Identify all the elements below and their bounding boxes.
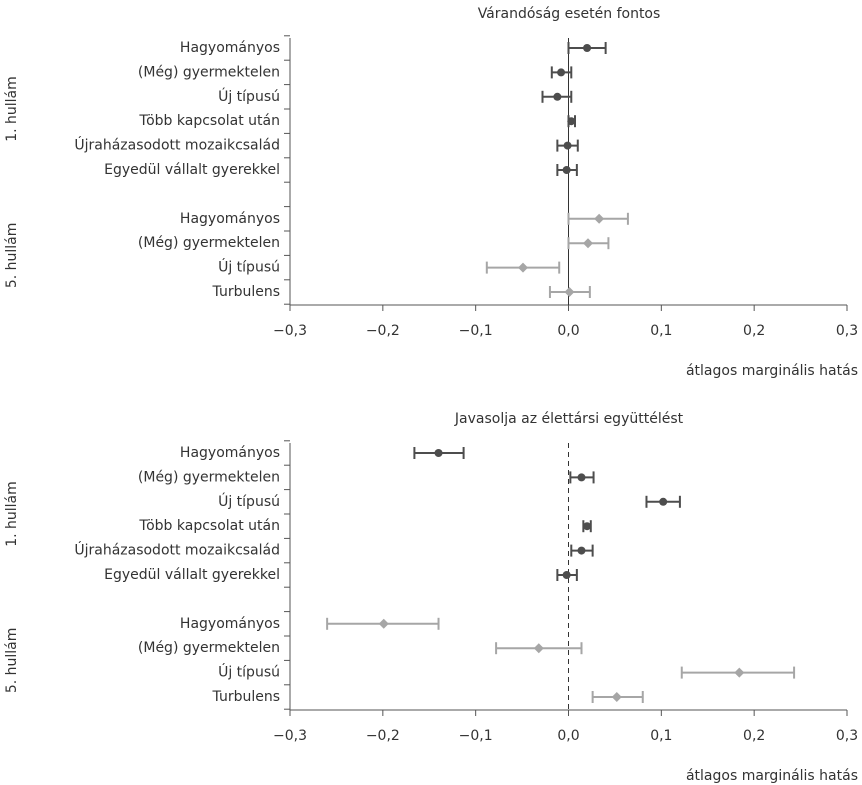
- category-label: (Még) gyermektelen: [138, 640, 280, 656]
- point: [594, 213, 605, 224]
- category-label: Több kapcsolat után: [138, 518, 280, 534]
- x-tick-label: −0,2: [366, 728, 400, 744]
- category-label: Hagyományos: [180, 211, 280, 227]
- point: [564, 287, 575, 297]
- x-tick-label: 0,1: [650, 728, 672, 744]
- chart-title: Várandóság esetén fontos: [478, 6, 661, 22]
- x-axis-label: átlagos marginális hatás: [686, 363, 858, 379]
- point: [562, 571, 571, 579]
- point: [577, 546, 586, 555]
- point: [583, 44, 592, 52]
- point: [557, 68, 566, 77]
- x-tick-label: 0,2: [743, 728, 765, 744]
- point: [434, 449, 443, 457]
- category-label: Új típusú: [218, 663, 280, 681]
- point: [518, 262, 529, 273]
- x-tick-label: −0,1: [459, 323, 493, 339]
- point: [659, 497, 668, 506]
- x-tick-label: −0,1: [459, 728, 493, 744]
- category-label: Több kapcsolat után: [138, 113, 280, 129]
- category-label: Hagyományos: [180, 616, 280, 632]
- category-label: Turbulens: [212, 689, 280, 705]
- point: [562, 166, 571, 174]
- point: [533, 643, 544, 654]
- x-tick-label: 0,0: [557, 323, 579, 339]
- category-label: Új típusú: [218, 492, 280, 510]
- category-label: Egyedül vállalt gyerekkel: [104, 162, 280, 178]
- category-label: Hagyományos: [180, 40, 280, 56]
- chart-title: Javasolja az élettársi együttélést: [454, 411, 684, 427]
- point: [563, 141, 572, 150]
- x-axis-label: átlagos marginális hatás: [686, 768, 858, 784]
- x-tick-label: −0,3: [273, 728, 307, 744]
- x-tick-label: 0,3: [836, 728, 858, 744]
- group-label: 5. hullám: [4, 628, 20, 694]
- x-tick-label: −0,2: [366, 323, 400, 339]
- group-label: 1. hullám: [4, 481, 20, 547]
- point: [553, 92, 562, 101]
- category-label: Új típusú: [218, 87, 280, 105]
- x-tick-label: 0,1: [650, 323, 672, 339]
- point: [577, 473, 586, 482]
- point: [611, 692, 622, 702]
- point: [734, 667, 745, 678]
- category-label: Egyedül vállalt gyerekkel: [104, 567, 280, 583]
- category-label: Újraházasodott mozaikcsalád: [74, 136, 280, 154]
- point: [567, 117, 576, 126]
- category-label: Hagyományos: [180, 445, 280, 461]
- category-label: Újraházasodott mozaikcsalád: [74, 541, 280, 559]
- x-tick-label: 0,0: [557, 728, 579, 744]
- point: [582, 238, 593, 249]
- point: [378, 618, 389, 629]
- x-tick-label: 0,2: [743, 323, 765, 339]
- group-label: 1. hullám: [4, 76, 20, 142]
- x-tick-label: −0,3: [273, 323, 307, 339]
- category-label: (Még) gyermektelen: [138, 469, 280, 485]
- x-tick-label: 0,3: [836, 323, 858, 339]
- category-label: Új típusú: [218, 258, 280, 276]
- category-label: Turbulens: [212, 284, 280, 300]
- category-label: (Még) gyermektelen: [138, 64, 280, 80]
- point: [583, 522, 592, 531]
- category-label: (Még) gyermektelen: [138, 235, 280, 251]
- group-label: 5. hullám: [4, 223, 20, 289]
